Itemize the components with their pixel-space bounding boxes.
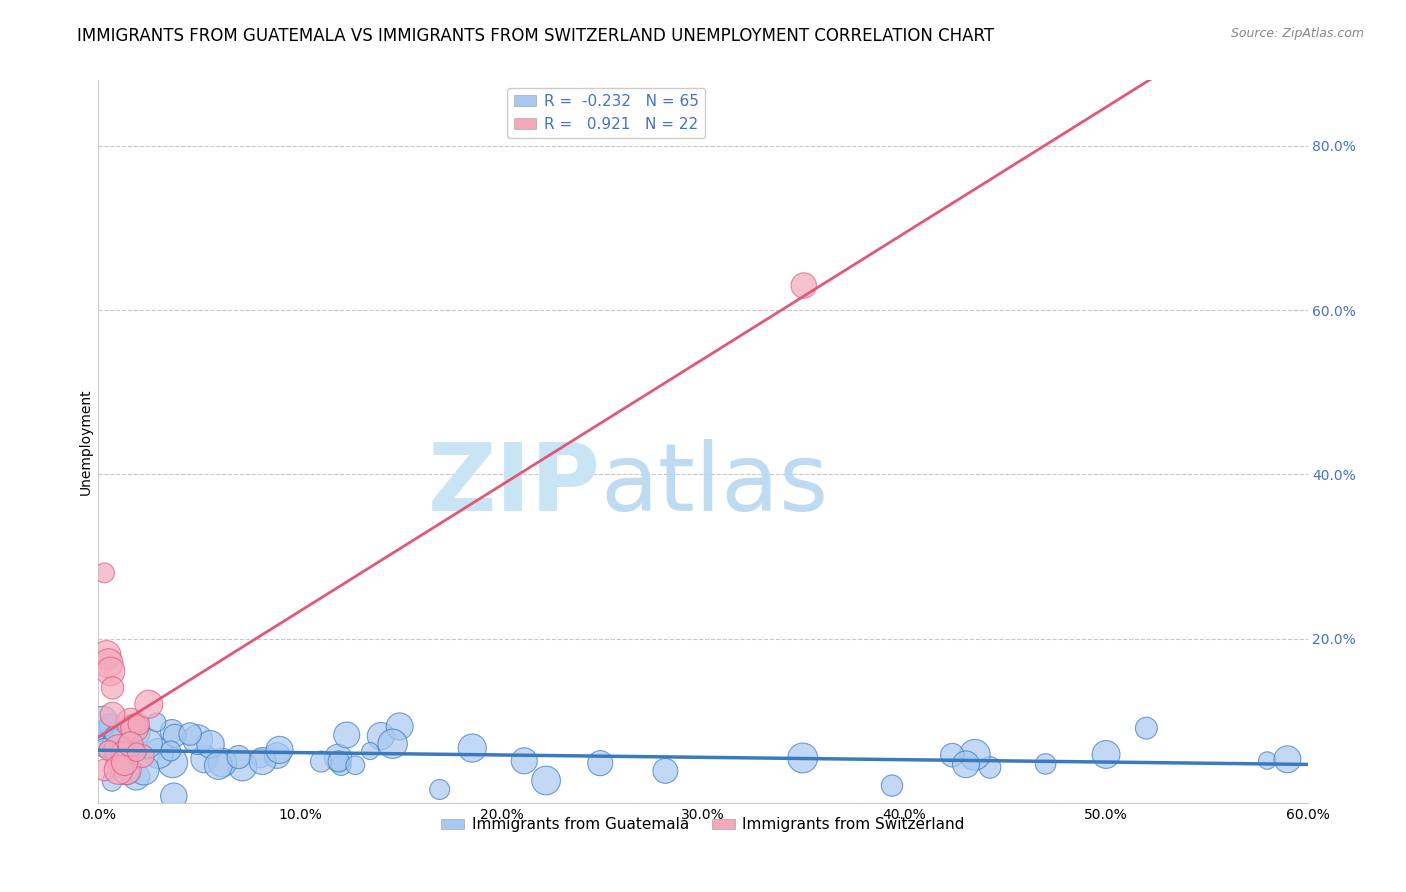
Point <box>124 721 146 735</box>
Point <box>160 724 183 739</box>
Point <box>1095 747 1118 762</box>
Point <box>125 770 148 784</box>
Point <box>159 744 181 758</box>
Point <box>534 773 557 788</box>
Point <box>963 747 986 762</box>
Point <box>207 758 229 772</box>
Point <box>115 764 138 779</box>
Point <box>1256 754 1278 768</box>
Point <box>1277 752 1299 766</box>
Point <box>266 748 288 763</box>
Point <box>249 751 271 765</box>
Point <box>145 715 167 730</box>
Point <box>91 723 114 738</box>
Point <box>91 737 114 751</box>
Point <box>162 756 184 770</box>
Point <box>336 728 359 742</box>
Point <box>461 741 484 756</box>
Point <box>187 732 209 747</box>
Point <box>1135 721 1157 735</box>
Point <box>370 729 392 743</box>
Point <box>200 737 222 751</box>
Point <box>93 566 115 580</box>
Point <box>381 737 404 751</box>
Point <box>103 755 125 769</box>
Point <box>941 748 963 763</box>
Point <box>107 748 129 763</box>
Point <box>132 763 155 777</box>
Point <box>589 756 612 771</box>
Text: ZIP: ZIP <box>427 439 600 531</box>
Point <box>654 764 676 778</box>
Point <box>252 754 274 768</box>
Point <box>120 737 142 751</box>
Point <box>107 742 129 756</box>
Point <box>136 737 159 751</box>
Point <box>309 755 332 769</box>
Point <box>326 751 349 765</box>
Point <box>429 782 451 797</box>
Point <box>388 719 411 733</box>
Point <box>880 779 903 793</box>
Point <box>103 728 125 742</box>
Point <box>101 736 124 750</box>
Text: atlas: atlas <box>600 439 828 531</box>
Point <box>93 740 115 755</box>
Point <box>100 718 122 732</box>
Y-axis label: Unemployment: Unemployment <box>79 388 93 495</box>
Point <box>179 727 201 741</box>
Point <box>120 715 142 730</box>
Legend: Immigrants from Guatemala, Immigrants from Switzerland: Immigrants from Guatemala, Immigrants fr… <box>434 812 972 838</box>
Point <box>97 657 120 671</box>
Point <box>97 743 120 757</box>
Point <box>513 754 536 768</box>
Point <box>792 751 814 765</box>
Point <box>231 759 253 773</box>
Point <box>979 760 1001 774</box>
Point <box>359 744 381 758</box>
Point <box>115 763 138 777</box>
Point <box>105 736 128 750</box>
Point <box>111 746 134 760</box>
Point <box>104 737 127 751</box>
Point <box>793 278 815 293</box>
Point <box>101 681 124 695</box>
Point <box>163 789 186 804</box>
Point <box>269 743 291 757</box>
Point <box>132 749 155 764</box>
Point <box>330 758 353 772</box>
Point <box>104 725 127 739</box>
Point <box>193 752 215 766</box>
Point <box>91 714 114 729</box>
Point <box>128 717 150 731</box>
Point <box>96 648 118 662</box>
Point <box>328 755 350 769</box>
Point <box>124 724 146 739</box>
Point <box>101 707 124 722</box>
Point <box>93 763 115 777</box>
Point <box>1035 756 1057 771</box>
Point <box>228 750 250 764</box>
Point <box>211 756 233 770</box>
Point <box>100 665 122 679</box>
Point <box>163 729 186 743</box>
Point <box>107 763 129 777</box>
Point <box>117 751 139 765</box>
Point <box>101 774 124 789</box>
Text: IMMIGRANTS FROM GUATEMALA VS IMMIGRANTS FROM SWITZERLAND UNEMPLOYMENT CORRELATIO: IMMIGRANTS FROM GUATEMALA VS IMMIGRANTS … <box>77 27 994 45</box>
Point <box>114 756 136 770</box>
Text: Source: ZipAtlas.com: Source: ZipAtlas.com <box>1230 27 1364 40</box>
Point <box>344 758 367 772</box>
Point <box>115 744 138 758</box>
Point <box>955 757 977 772</box>
Point <box>148 747 170 761</box>
Point <box>125 745 148 759</box>
Point <box>138 697 160 711</box>
